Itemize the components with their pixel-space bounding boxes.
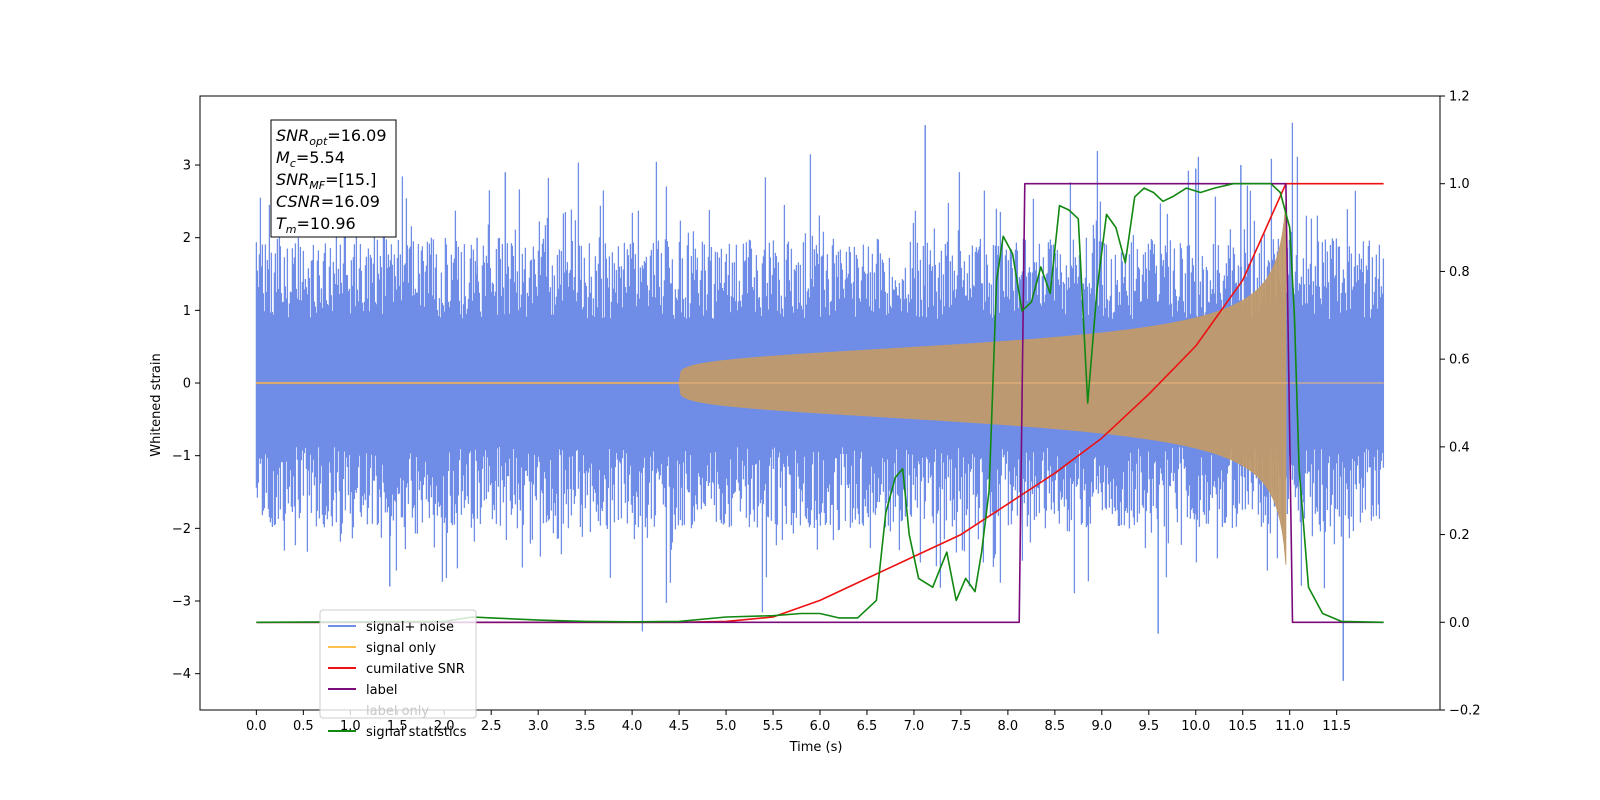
series-right-axis (256, 182, 1384, 624)
x-tick-label: 9.0 (1091, 719, 1112, 734)
x-tick-label: 5.5 (763, 719, 784, 734)
x-tick-label: 11.5 (1322, 719, 1351, 734)
x-tick-label: 9.5 (1138, 719, 1159, 734)
x-tick-label: 8.5 (1045, 719, 1066, 734)
x-tick-label: 0.5 (293, 719, 314, 734)
y-axis-left: 3 2 1 0 −1 −2 −3 −4 (172, 159, 200, 682)
y-tick-label-left: −1 (172, 449, 191, 464)
y-tick-label-right: 0.8 (1449, 265, 1470, 280)
x-axis-label: Time (s) (789, 740, 843, 755)
y-tick-label-left: 3 (183, 159, 191, 174)
label-line (256, 182, 1384, 624)
y-tick-label-right: 1.2 (1449, 90, 1470, 105)
y-tick-label-right: 0.2 (1449, 528, 1470, 543)
x-tick-label: 4.0 (622, 719, 643, 734)
y-tick-label-left: −4 (172, 667, 191, 682)
legend-label: signal statistics (366, 725, 467, 740)
annotation-line: SNRMF=[15.] (276, 170, 376, 192)
x-tick-label: 1.5 (387, 719, 408, 734)
annotation-line: CSNR=16.09 (276, 192, 380, 211)
annotation-line: Mc=5.54 (276, 148, 345, 170)
y-tick-label-left: −3 (172, 595, 191, 610)
x-tick-label: 4.5 (669, 719, 690, 734)
y-tick-label-right: 1.0 (1449, 177, 1470, 192)
x-tick-label: 6.0 (810, 719, 831, 734)
x-tick-label: 2.5 (481, 719, 502, 734)
series-signal-only (255, 201, 1384, 565)
annotation-line: SNRopt=16.09 (276, 126, 387, 148)
annotation-box: SNRopt=16.09Mc=5.54SNRMF=[15.]CSNR=16.09… (270, 119, 397, 238)
x-tick-label: 8.0 (998, 719, 1019, 734)
x-tick-label: 7.5 (951, 719, 972, 734)
legend-label: signal+ noise (366, 620, 454, 635)
legend-label: label only (366, 704, 429, 719)
y-tick-label-right: −0.2 (1449, 704, 1481, 719)
legend-label: signal only (366, 641, 436, 656)
x-tick-label: 3.0 (528, 719, 549, 734)
legend-label: label (366, 683, 397, 698)
y-tick-label-right: 0.6 (1449, 353, 1470, 368)
x-tick-label: 5.0 (716, 719, 737, 734)
x-tick-label: 10.5 (1228, 719, 1257, 734)
y-axis-right: 1.2 1.0 0.8 0.6 0.4 0.2 0.0 −0.2 (1440, 90, 1481, 719)
x-tick-label: 10.0 (1181, 719, 1210, 734)
x-tick-label: 3.5 (575, 719, 596, 734)
legend: signal+ noise signal only cumilative SNR la… (319, 609, 477, 740)
x-tick-label: 2.0 (434, 719, 455, 734)
x-axis: 0.0 0.5 1.0 1.5 2.0 2.5 3.0 3.5 4.0 4.5 5.0 5.5 6.0 6… (246, 710, 1351, 734)
y-tick-label-left: 2 (183, 231, 191, 246)
y-tick-label-left: 1 (183, 304, 191, 319)
legend-label: cumilative SNR (366, 662, 465, 677)
y-tick-label-right: 0.0 (1449, 616, 1470, 631)
y-tick-label-left: −2 (172, 522, 191, 537)
x-tick-label: 0.0 (246, 719, 267, 734)
y-axis-label: Whitened strain (149, 353, 164, 456)
y-tick-label-right: 0.4 (1449, 440, 1470, 455)
x-tick-label: 11.0 (1275, 719, 1304, 734)
signal-statistics-line (256, 182, 1384, 624)
x-tick-label: 7.0 (904, 719, 925, 734)
y-tick-label-left: 0 (183, 377, 191, 392)
x-tick-label: 6.5 (857, 719, 878, 734)
annotation-line: Tm=10.96 (276, 214, 356, 236)
